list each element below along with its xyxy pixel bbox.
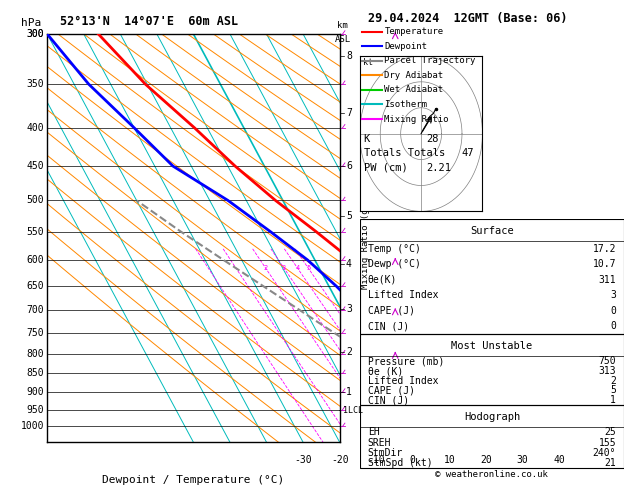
Text: 1: 1 [610,395,616,405]
Text: 400: 400 [26,123,44,133]
Text: EH: EH [368,427,379,437]
Text: 20: 20 [480,454,492,465]
Text: -30: -30 [294,454,312,465]
Text: 3: 3 [610,290,616,300]
Text: Lifted Index: Lifted Index [368,290,438,300]
Text: 0: 0 [410,454,416,465]
Text: 1LCL: 1LCL [343,406,362,415]
Text: 28: 28 [426,134,439,143]
Text: 2: 2 [264,265,268,271]
Text: 5: 5 [306,265,310,271]
Text: -20: -20 [331,454,348,465]
Text: Temp (°C): Temp (°C) [368,244,421,254]
Text: 0: 0 [610,321,616,331]
Text: 0: 0 [610,306,616,316]
Text: 5: 5 [610,385,616,396]
Text: 800: 800 [26,348,44,359]
Bar [360,219,624,334]
Text: 650: 650 [26,281,44,291]
Bar [360,405,624,468]
Text: 21: 21 [604,458,616,468]
Text: © weatheronline.co.uk: © weatheronline.co.uk [435,469,548,479]
Text: 950: 950 [26,405,44,415]
Text: Lifted Index: Lifted Index [368,376,438,386]
Text: 155: 155 [598,437,616,448]
Text: Isotherm: Isotherm [384,100,427,109]
Text: 240°: 240° [593,448,616,458]
Text: PW (cm): PW (cm) [364,163,408,173]
Text: Wet Adiabat: Wet Adiabat [384,86,443,94]
Text: StmDir: StmDir [368,448,403,458]
Text: 500: 500 [26,195,44,206]
Text: 10.7: 10.7 [593,260,616,269]
Text: 2: 2 [346,347,352,357]
Text: Most Unstable: Most Unstable [451,341,533,351]
Text: K: K [364,134,370,143]
Text: hPa: hPa [21,18,41,28]
Text: CAPE (J): CAPE (J) [368,385,415,396]
Text: SREH: SREH [368,437,391,448]
Bar [360,334,624,405]
Text: Pressure (mb): Pressure (mb) [368,356,444,366]
Text: θe(K): θe(K) [368,275,397,285]
Text: StmSpd (kt): StmSpd (kt) [368,458,432,468]
Text: CAPE (J): CAPE (J) [368,306,415,316]
Text: 900: 900 [26,387,44,397]
Text: Temperature: Temperature [384,27,443,36]
Text: 700: 700 [26,305,44,315]
Text: Hodograph: Hodograph [464,412,520,422]
Text: 3: 3 [346,304,352,314]
Text: Dewpoint / Temperature (°C): Dewpoint / Temperature (°C) [103,475,284,485]
Text: 1: 1 [346,387,352,397]
Text: CIN (J): CIN (J) [368,321,409,331]
Text: 4: 4 [346,259,352,269]
Text: 300: 300 [26,29,44,39]
Text: 8: 8 [346,51,352,61]
Text: 47: 47 [461,148,474,158]
Text: ASL: ASL [335,35,351,44]
Text: km: km [337,21,348,30]
Text: 10: 10 [443,454,455,465]
Text: 850: 850 [26,368,44,379]
Text: θe (K): θe (K) [368,366,403,376]
Text: Totals Totals: Totals Totals [364,148,445,158]
Text: Mixing Ratio (g/kg): Mixing Ratio (g/kg) [362,187,370,289]
Text: 40: 40 [553,454,565,465]
Text: Mixing Ratio: Mixing Ratio [384,115,449,123]
Text: 1000: 1000 [21,421,44,432]
Text: 4: 4 [295,265,299,271]
Text: 600: 600 [26,255,44,265]
Text: 311: 311 [598,275,616,285]
Text: 750: 750 [26,328,44,338]
Text: 750: 750 [598,356,616,366]
Text: 7: 7 [346,108,352,118]
Text: 5: 5 [346,211,352,222]
Text: 550: 550 [26,226,44,237]
Text: Dry Adiabat: Dry Adiabat [384,71,443,80]
Text: CIN (J): CIN (J) [368,395,409,405]
Text: 17.2: 17.2 [593,244,616,254]
Text: Surface: Surface [470,226,514,236]
Text: 350: 350 [26,79,44,89]
Text: 52°13'N  14°07'E  60m ASL: 52°13'N 14°07'E 60m ASL [60,15,238,28]
Text: 313: 313 [598,366,616,376]
Text: 6: 6 [346,161,352,171]
Text: Dewp (°C): Dewp (°C) [368,260,421,269]
Text: Parcel Trajectory: Parcel Trajectory [384,56,476,65]
Text: Dewpoint: Dewpoint [384,42,427,51]
Text: 2.21: 2.21 [426,163,452,173]
Text: 25: 25 [604,427,616,437]
Text: -10: -10 [367,454,385,465]
Text: 2: 2 [610,376,616,386]
Text: kt: kt [364,58,374,67]
Text: 450: 450 [26,161,44,171]
Text: 3: 3 [282,265,286,271]
Text: 30: 30 [516,454,528,465]
Text: 300: 300 [26,29,44,39]
Text: 29.04.2024  12GMT (Base: 06): 29.04.2024 12GMT (Base: 06) [368,12,567,25]
